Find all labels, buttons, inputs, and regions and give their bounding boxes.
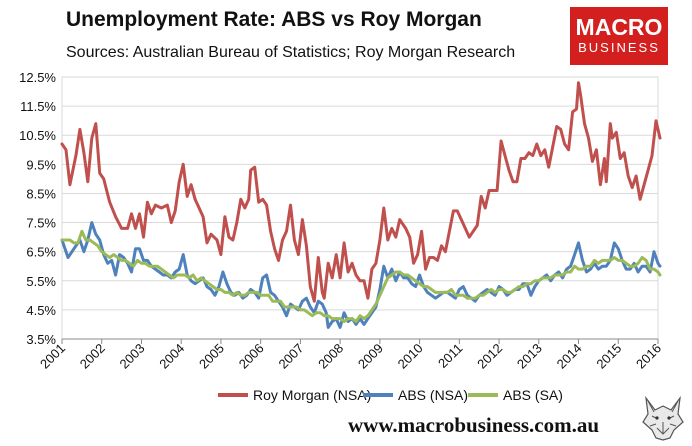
x-tick-label: 2006 (236, 341, 267, 372)
legend-label: ABS (SA) (503, 387, 563, 403)
y-tick-label: 6.5% (26, 245, 56, 260)
series-line-abs-sa (60, 229, 662, 323)
x-tick-label: 2005 (196, 341, 227, 372)
x-tick-label: 2011 (435, 341, 465, 371)
x-tick-label: 2013 (514, 341, 545, 372)
legend-label: ABS (NSA) (398, 387, 468, 403)
x-tick-label: 2012 (474, 341, 505, 372)
y-tick-label: 9.5% (26, 157, 56, 172)
x-tick-label: 2002 (77, 341, 108, 372)
wolf-logo-icon (642, 395, 684, 441)
y-tick-label: 12.5% (19, 70, 56, 85)
y-tick-label: 5.5% (26, 274, 56, 289)
x-tick-label: 2009 (355, 341, 386, 372)
x-tick-label: 2007 (275, 341, 306, 372)
chart-subtitle: Sources: Australian Bureau of Statistics… (66, 44, 516, 61)
y-tick-label: 10.5% (19, 128, 56, 143)
chart-title: Unemployment Rate: ABS vs Roy Morgan (66, 8, 482, 31)
y-tick-label: 7.5% (26, 216, 56, 231)
y-tick-label: 11.5% (20, 99, 56, 114)
x-tick-label: 2003 (117, 341, 148, 372)
x-tick-label: 2016 (633, 341, 664, 372)
x-tick-label: 2015 (593, 341, 624, 372)
legend-label: Roy Morgan (NSA) (253, 387, 371, 403)
footer-url: www.macrobusiness.com.au (348, 413, 600, 437)
series-line-roy-morgan-nsa (60, 81, 662, 303)
x-tick-label: 2010 (395, 341, 426, 372)
y-tick-label: 3.5% (26, 332, 56, 347)
x-tick-label: 2014 (554, 341, 585, 372)
logo-line-1: MACRO (575, 14, 663, 40)
y-tick-label: 4.5% (26, 303, 56, 318)
x-tick-label: 2008 (315, 341, 346, 372)
y-tick-label: 8.5% (26, 186, 56, 201)
series-line-abs-nsa (60, 221, 662, 329)
logo-line-2: BUSINESS (578, 40, 660, 55)
plot-area (61, 76, 659, 340)
macrobusiness-logo: MACRO BUSINESS (570, 7, 668, 65)
x-tick-label: 2004 (156, 341, 187, 372)
